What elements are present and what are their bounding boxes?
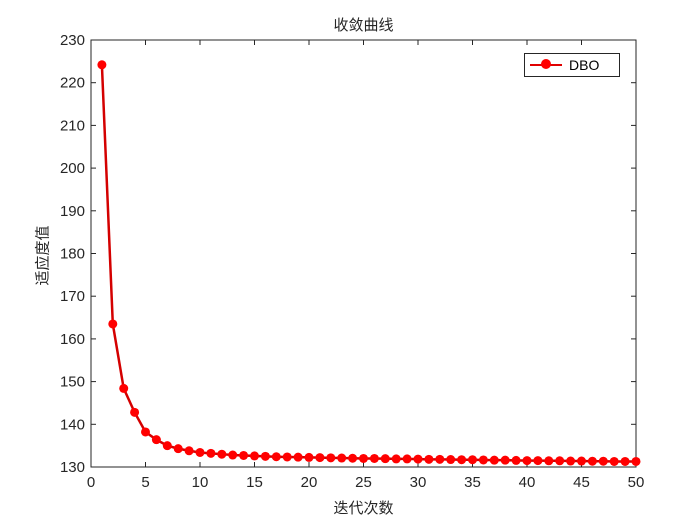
series-dbo xyxy=(97,60,641,466)
legend-marker-icon xyxy=(541,59,551,69)
svg-text:30: 30 xyxy=(410,474,427,491)
svg-text:210: 210 xyxy=(60,117,85,134)
legend-label: DBO xyxy=(569,57,600,73)
svg-text:5: 5 xyxy=(141,474,149,491)
svg-text:130: 130 xyxy=(60,459,85,476)
svg-text:35: 35 xyxy=(464,474,481,491)
chart-title: 收敛曲线 xyxy=(333,16,394,34)
svg-text:20: 20 xyxy=(301,474,318,491)
svg-text:220: 220 xyxy=(60,75,85,92)
svg-text:200: 200 xyxy=(60,160,85,177)
svg-text:50: 50 xyxy=(628,474,645,491)
svg-text:180: 180 xyxy=(60,246,85,263)
svg-text:40: 40 xyxy=(519,474,536,491)
svg-text:230: 230 xyxy=(60,32,85,49)
svg-text:160: 160 xyxy=(60,331,85,348)
axes: 0 5 10 15 20 25 30 35 40 45 50 130 140 150 160 170 180 19… xyxy=(60,32,644,491)
svg-text:15: 15 xyxy=(246,474,263,491)
svg-text:170: 170 xyxy=(60,288,85,305)
svg-text:140: 140 xyxy=(60,416,85,433)
y-axis-label: 适应度值 xyxy=(33,225,52,286)
svg-text:25: 25 xyxy=(355,474,372,491)
svg-text:190: 190 xyxy=(60,203,85,220)
svg-text:0: 0 xyxy=(87,474,95,491)
legend: DBO xyxy=(524,53,620,77)
x-axis-label: 迭代次数 xyxy=(333,499,394,517)
svg-text:10: 10 xyxy=(192,474,209,491)
svg-text:45: 45 xyxy=(573,474,590,491)
svg-text:150: 150 xyxy=(60,374,85,391)
